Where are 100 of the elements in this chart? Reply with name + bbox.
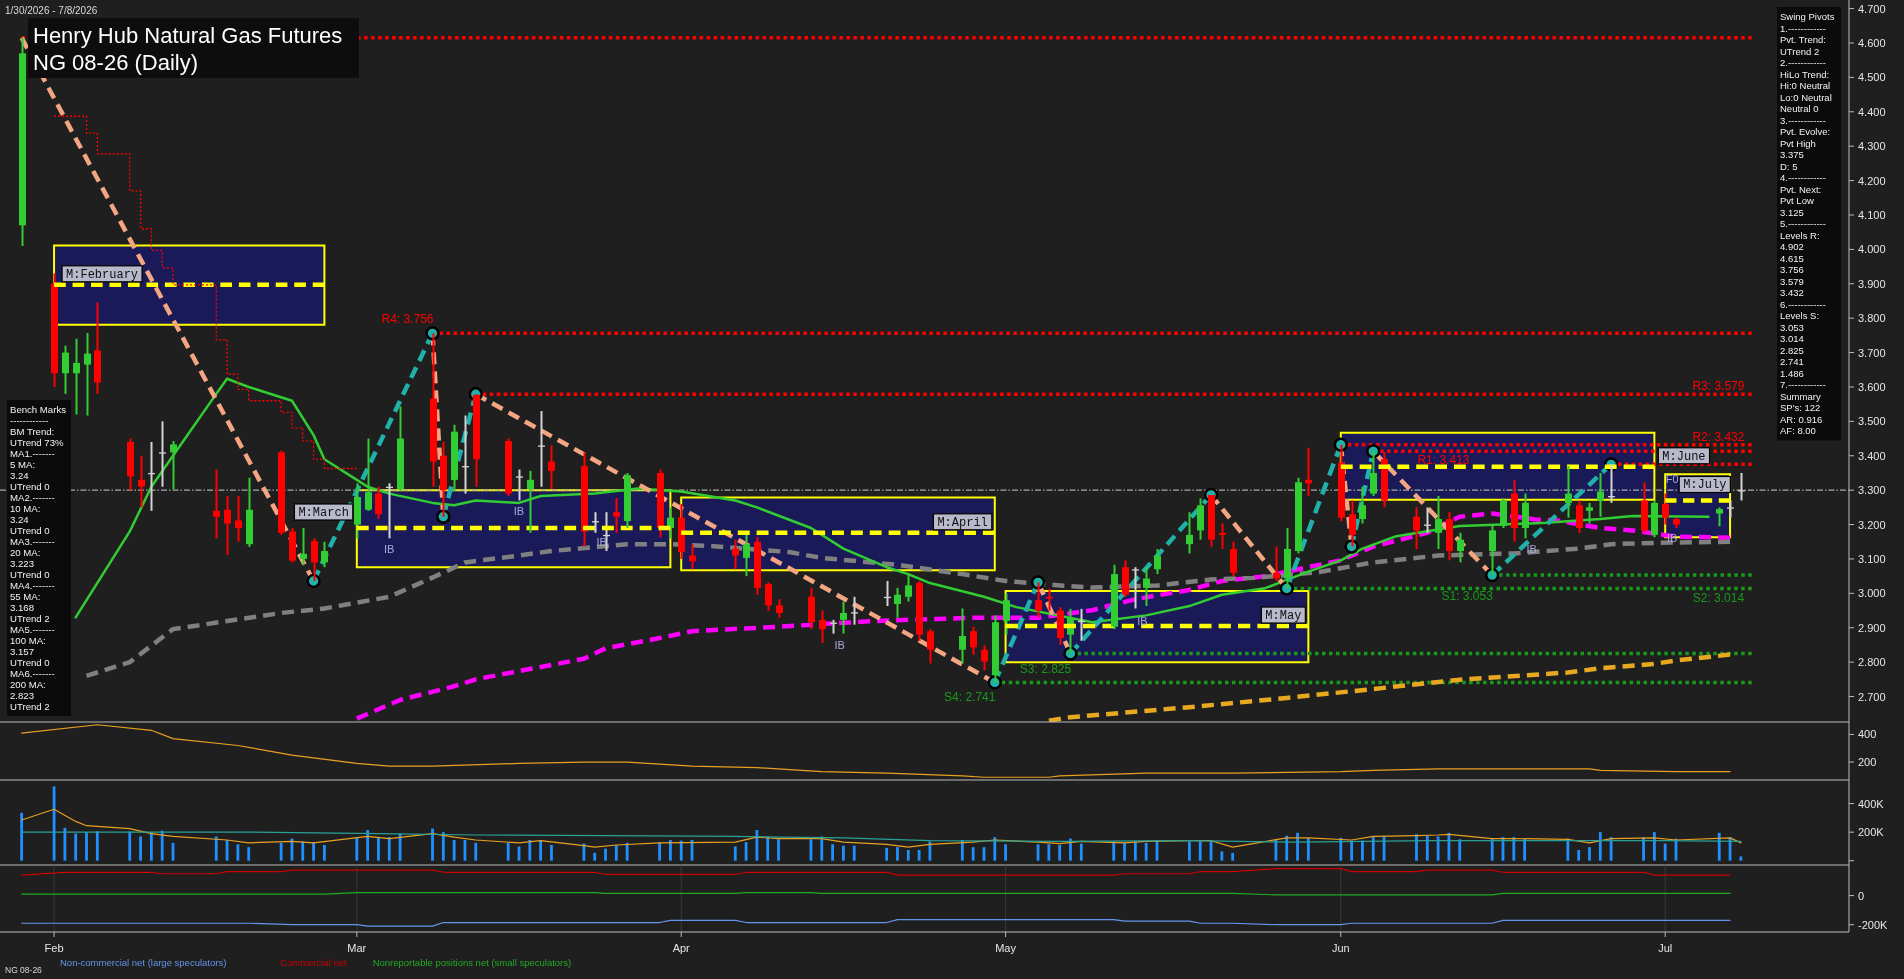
- candlestick: [1413, 506, 1420, 550]
- bar: [831, 844, 834, 861]
- bar: [1577, 850, 1581, 861]
- line-series: [21, 724, 1731, 778]
- candlestick: [1662, 492, 1669, 526]
- bar: [906, 850, 910, 861]
- candlestick: [1219, 522, 1226, 550]
- candlestick: [1154, 547, 1161, 576]
- candlestick: [1143, 566, 1150, 608]
- candlestick: [159, 420, 166, 488]
- bar: [1609, 837, 1613, 861]
- bar: [279, 842, 283, 861]
- text: Henry Hub Natural Gas Futures: [33, 23, 343, 48]
- candlestick: [1132, 566, 1139, 610]
- bar: [1663, 843, 1667, 861]
- candlestick: [321, 540, 328, 569]
- bar: [1144, 842, 1148, 861]
- candlestick: [765, 581, 772, 612]
- series-label: M:July: [1683, 478, 1727, 493]
- bar: [1598, 832, 1602, 861]
- line-series: [21, 808, 1742, 848]
- bar: [820, 836, 824, 861]
- text: Bench Marks ------------ BM Trend: UTrend 73% MA1.------- 5 MA: 3.24 UTrend 0 MA2.------- 10 MA: 3.24 UTrend 0 MA3.------- 20 MA: 3.223 UTrend 0 MA4.------- 55 MA: 3.168 UTrend 2 MA5.------- 100 MA: 3.157 UTrend 0 MA6.------- 200 MA: 2.823 UTrend 2: [10, 403, 66, 712]
- bar: [550, 845, 553, 861]
- bar: [1371, 836, 1375, 861]
- text: Nonreportable positions net (small speculators): [372, 957, 572, 968]
- bar: [355, 837, 359, 861]
- candlestick: [1370, 450, 1377, 498]
- bar: [777, 839, 780, 861]
- candlestick: [300, 527, 307, 566]
- bar: [1739, 856, 1743, 861]
- y-tick-label: 4.300: [1858, 140, 1886, 153]
- candlestick: [365, 437, 372, 512]
- candlestick: [840, 600, 847, 635]
- candlestick: [1586, 501, 1593, 525]
- candlestick: [213, 468, 220, 540]
- bar: [842, 845, 845, 861]
- y-tick-label: 3.000: [1858, 587, 1886, 600]
- bar: [312, 842, 315, 861]
- x-tick-label: Jul: [1658, 942, 1673, 954]
- bar: [387, 837, 391, 861]
- bar: [1112, 841, 1116, 861]
- candlestick: [927, 628, 934, 665]
- y-tick-label: 3.200: [1858, 518, 1886, 531]
- bar: [625, 842, 629, 861]
- series-label: M:April: [937, 515, 988, 530]
- candlestick: [1727, 499, 1734, 519]
- bar: [593, 852, 597, 861]
- candlestick: [959, 607, 966, 665]
- y-tick-label: 4.600: [1858, 37, 1886, 49]
- bar: [452, 840, 456, 861]
- candlestick: [1435, 495, 1442, 550]
- bar: [1339, 837, 1343, 861]
- annotation: IB: [513, 505, 525, 518]
- y-tick-label: 2.900: [1858, 621, 1886, 634]
- series-label: S1: 3.053: [1441, 589, 1494, 604]
- text: NG 08-26: [5, 965, 43, 975]
- candlestick: [84, 331, 91, 417]
- candlestick: [1046, 587, 1053, 612]
- y-tick-label: 4.700: [1858, 2, 1886, 15]
- y-tick-label: 400: [1858, 728, 1877, 741]
- candlestick: [235, 495, 242, 543]
- candlestick: [516, 468, 523, 502]
- series-label: S4: 2.741: [944, 690, 996, 705]
- bar: [1079, 843, 1083, 861]
- candlestick: [1230, 540, 1237, 578]
- y-tick-label: 4.200: [1858, 174, 1886, 187]
- candlestick: [981, 644, 988, 672]
- y-tick-label: 3.600: [1858, 380, 1886, 393]
- y-tick-label: -200K: [1858, 918, 1889, 931]
- bar: [441, 832, 445, 861]
- annotation: 1/30/2026 - 7/8/2026: [5, 5, 98, 16]
- bar: [1512, 837, 1516, 861]
- bar: [679, 840, 683, 861]
- bar: [214, 836, 218, 861]
- bar: [1047, 844, 1051, 861]
- candlestick: [905, 573, 912, 603]
- bar: [366, 830, 370, 861]
- bar: [582, 843, 586, 861]
- bar: [1458, 839, 1462, 861]
- bar: [658, 842, 661, 861]
- bar: [1231, 852, 1235, 861]
- candlestick: [776, 598, 783, 619]
- candlestick: [894, 586, 901, 619]
- bar: [971, 847, 975, 861]
- candlestick: [527, 469, 534, 534]
- candlestick: [1489, 524, 1496, 577]
- line-series: [21, 831, 1742, 843]
- candlestick: [1457, 531, 1464, 564]
- candlestick: [743, 533, 750, 578]
- bar: [1123, 842, 1126, 861]
- bar: [1350, 840, 1354, 861]
- annotation: IB: [1526, 543, 1537, 556]
- x-tick-label: Mar: [347, 942, 367, 954]
- y-tick-label: 4.500: [1858, 71, 1886, 84]
- annotation: F0: [1665, 473, 1679, 486]
- bar: [322, 845, 326, 861]
- series-label: M:March: [298, 506, 349, 520]
- candlestick: [170, 439, 177, 491]
- candlestick: [311, 537, 318, 582]
